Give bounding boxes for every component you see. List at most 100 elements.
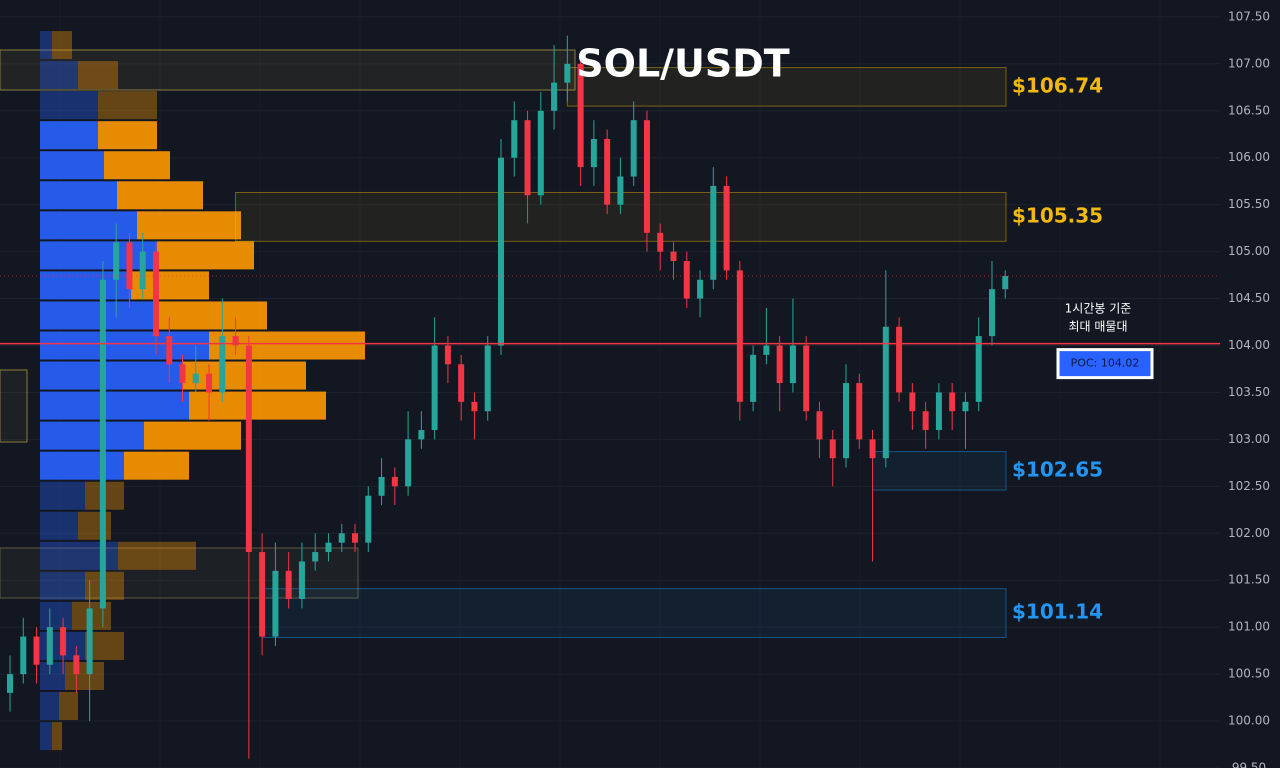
candle-body <box>803 345 810 412</box>
candle-body <box>511 120 518 158</box>
candle-body <box>232 336 239 346</box>
candle-body <box>816 411 823 440</box>
y-tick-label: 102.50 <box>1228 479 1270 493</box>
candle-body <box>20 636 27 675</box>
profile-buy <box>40 391 189 420</box>
zone-label: $101.14 <box>1012 600 1103 624</box>
candle-body <box>922 411 929 431</box>
profile-sell <box>183 361 306 390</box>
profile-buy <box>40 601 72 630</box>
candle-body <box>60 627 67 656</box>
candle-body <box>152 251 159 337</box>
candle-body <box>524 120 531 196</box>
candle-body <box>935 392 942 431</box>
profile-buy <box>40 421 144 450</box>
zone-box <box>872 451 1007 491</box>
candle-body <box>378 476 385 496</box>
y-tick-label: 103.00 <box>1228 432 1270 446</box>
profile-sell <box>78 61 118 90</box>
profile-buy <box>40 661 65 691</box>
poc-label: POC: 104.02 <box>1071 357 1140 370</box>
y-tick-label: 107.50 <box>1228 9 1270 23</box>
profile-buy <box>40 241 157 270</box>
candle-body <box>471 401 478 412</box>
candle-body <box>683 261 690 299</box>
candle-body <box>962 401 969 412</box>
annotation: 1시간봉 기준 <box>1065 302 1132 316</box>
profile-sell <box>157 241 254 270</box>
candle-body <box>46 627 53 665</box>
y-tick-label: 105.00 <box>1228 244 1270 258</box>
profile-buy <box>40 451 124 480</box>
faint-zone <box>0 369 28 443</box>
profile-buy <box>40 121 98 150</box>
candles <box>7 35 1009 759</box>
profile-buy <box>40 31 52 60</box>
y-tick-label: 99.50 <box>1232 761 1266 768</box>
profile-buy <box>40 541 118 570</box>
y-tick-label: 100.50 <box>1228 667 1270 681</box>
candle-body <box>192 373 199 384</box>
y-tick-label: 100.00 <box>1228 714 1270 728</box>
candle-body <box>298 561 305 600</box>
annotation: 최대 매물대 <box>1068 320 1127 334</box>
candle-body <box>643 120 650 233</box>
faint-zone <box>0 49 576 91</box>
candle-body <box>869 439 876 459</box>
zone-label: $102.65 <box>1012 457 1103 481</box>
candle-body <box>206 373 213 393</box>
candle-body <box>975 336 982 402</box>
y-tick-label: 106.00 <box>1228 150 1270 164</box>
candle-body <box>590 138 597 168</box>
chart-title: SOL/USDT <box>576 42 790 86</box>
candle-body <box>365 495 372 543</box>
profile-sell <box>104 151 170 180</box>
candle-body <box>391 476 398 487</box>
candle-body <box>949 392 956 412</box>
candle-body <box>113 242 120 280</box>
candle-body <box>736 270 743 402</box>
candle-body <box>882 326 889 459</box>
candle-body <box>484 345 491 412</box>
candle-body <box>86 608 93 675</box>
candle-body <box>750 354 757 402</box>
candle-body <box>630 120 637 177</box>
candle-body <box>245 345 252 553</box>
candle-body <box>338 533 345 543</box>
profile-sell <box>98 91 157 120</box>
candle-body <box>73 655 80 675</box>
y-tick-label: 104.00 <box>1228 338 1270 352</box>
candle-body <box>431 345 438 431</box>
zone-box <box>566 67 1007 107</box>
profile-sell <box>59 692 78 721</box>
candle-body <box>352 533 359 543</box>
y-tick-label: 101.00 <box>1228 620 1270 634</box>
candle-body <box>7 674 13 693</box>
profile-buy <box>40 211 137 240</box>
candle-body <box>829 439 836 459</box>
profile-sell <box>117 181 203 210</box>
profile-buy <box>40 571 85 600</box>
poc-box <box>1056 348 1154 380</box>
profile-buy <box>40 181 117 210</box>
price-axis <box>1220 0 1280 768</box>
profile-sell <box>98 121 157 150</box>
profile-sell <box>189 391 326 420</box>
profile-buy <box>40 331 209 360</box>
candle-body <box>577 63 584 168</box>
profile-buy <box>40 361 183 390</box>
candle-body <box>418 430 425 440</box>
profile-sell <box>78 511 111 540</box>
zone-label: $106.74 <box>1012 73 1103 97</box>
candle-body <box>139 251 146 290</box>
candle-body <box>259 552 266 637</box>
candle-body <box>551 82 558 111</box>
profile-sell <box>65 661 104 691</box>
profile-sell <box>124 451 189 480</box>
profile-buy <box>40 91 98 120</box>
profile-sell <box>157 301 267 330</box>
candle-body <box>285 570 292 600</box>
candle-body <box>99 279 106 609</box>
profile-sell <box>144 421 241 450</box>
profile-sell <box>118 541 196 570</box>
